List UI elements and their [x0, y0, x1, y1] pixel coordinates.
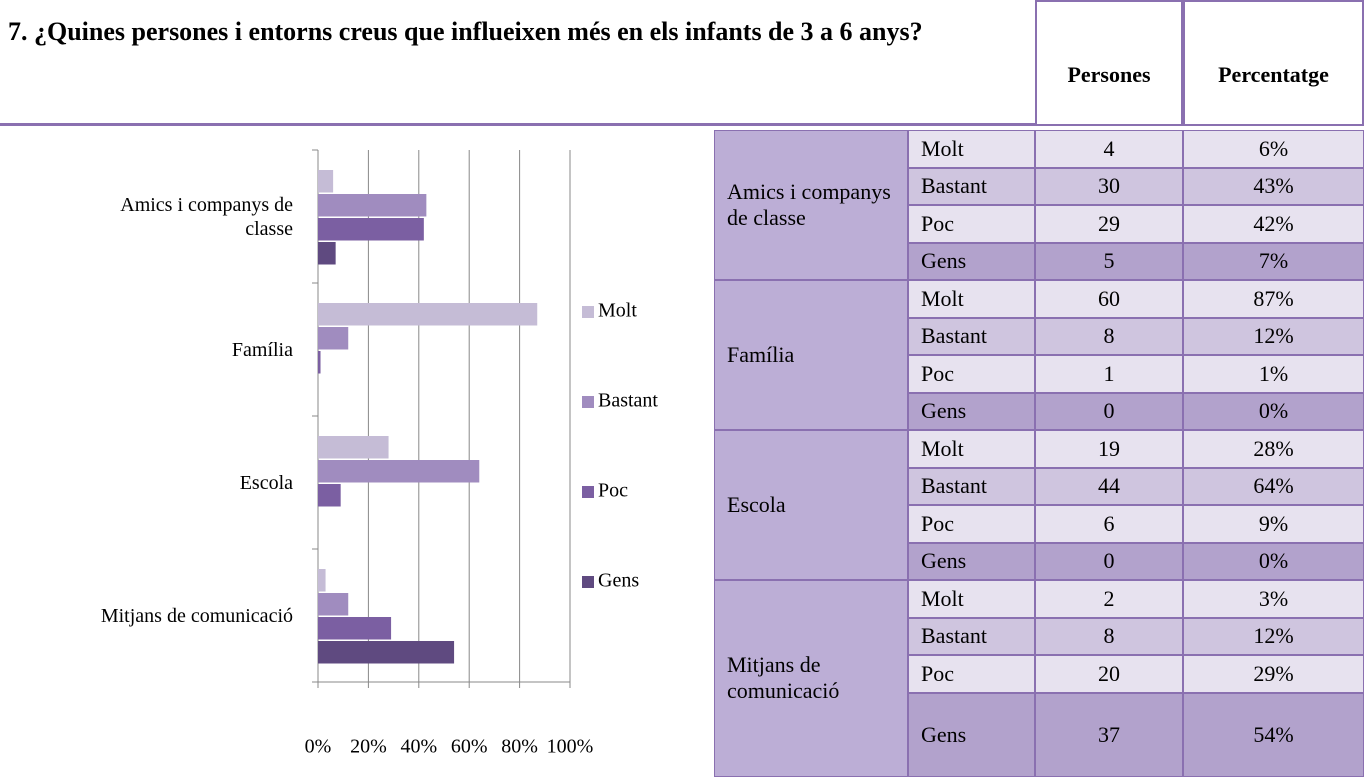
table-cell: 8 — [1035, 617, 1183, 655]
x-tick-label: 60% — [451, 736, 488, 758]
category-label: Família — [231, 338, 293, 361]
x-tick-label: 0% — [305, 736, 332, 758]
bar — [318, 460, 480, 483]
table-cell: 1% — [1183, 355, 1364, 393]
legend-label: Gens — [598, 570, 639, 592]
table-cell: 54% — [1183, 692, 1364, 777]
legend-swatch — [582, 486, 594, 498]
bar — [318, 484, 341, 507]
table-cell: 28% — [1183, 430, 1364, 468]
table-cell: 5 — [1035, 242, 1183, 280]
x-tick-label: 80% — [501, 736, 538, 758]
legend-swatch — [582, 396, 594, 408]
chart: 0% 20% 40% 60% 80% 100% Molt Bastant Poc Gens — [305, 149, 658, 758]
header-cell: Percentatge — [1183, 0, 1364, 126]
table-cell: Gens — [908, 392, 1035, 430]
table-cell: 64% — [1183, 467, 1364, 505]
x-tick-label: 100% — [547, 736, 594, 758]
table-cell: Molt — [908, 430, 1035, 468]
table-cell: 43% — [1183, 167, 1364, 205]
table-cell: Poc — [908, 205, 1035, 243]
table-cell: 1 — [1035, 355, 1183, 393]
table-cell: 4 — [1035, 130, 1183, 168]
legend-swatch — [582, 306, 594, 318]
table-cell: Gens — [908, 692, 1035, 777]
bar — [318, 593, 349, 616]
table-cell: Gens — [908, 542, 1035, 580]
table-cell: 19 — [1035, 430, 1183, 468]
table-cell: Gens — [908, 242, 1035, 280]
table-cell: 20 — [1035, 655, 1183, 693]
legend-label: Poc — [598, 480, 628, 502]
table-cell: Bastant — [908, 167, 1035, 205]
bar — [318, 327, 349, 350]
table-cell: 7% — [1183, 242, 1364, 280]
table-cell: 0 — [1035, 392, 1183, 430]
group-cell: Amics i companys de classe — [714, 130, 908, 280]
table-cell: 9% — [1183, 505, 1364, 543]
bar — [318, 641, 455, 664]
title: 7. ¿Quines persones i entorns creus que … — [8, 17, 923, 46]
table-cell: 60 — [1035, 280, 1183, 318]
legend-label: Bastant — [598, 390, 658, 412]
table-cell: 3% — [1183, 580, 1364, 618]
table-cell: 0% — [1183, 542, 1364, 580]
table-cell: Poc — [908, 505, 1035, 543]
table-cell: Molt — [908, 280, 1035, 318]
bar — [318, 194, 427, 217]
table-cell: 12% — [1183, 617, 1364, 655]
bar — [318, 218, 424, 241]
table-cell: Molt — [908, 580, 1035, 618]
bar — [318, 436, 389, 459]
table-cell: 6% — [1183, 130, 1364, 168]
title-rule — [0, 123, 1036, 126]
table-cell: 8 — [1035, 317, 1183, 355]
table-cell: Bastant — [908, 317, 1035, 355]
table-cell: 29 — [1035, 205, 1183, 243]
group-cell: Escola — [714, 430, 908, 580]
table-cell: 0% — [1183, 392, 1364, 430]
legend-label: Molt — [598, 300, 637, 322]
table-cell: 30 — [1035, 167, 1183, 205]
table-cell: 6 — [1035, 505, 1183, 543]
category-label: Amics i companys de classe — [120, 193, 293, 240]
bar — [318, 170, 334, 193]
table-cell: 0 — [1035, 542, 1183, 580]
table-cell: 87% — [1183, 280, 1364, 318]
table-cell: Bastant — [908, 617, 1035, 655]
table-cell: 42% — [1183, 205, 1364, 243]
bar — [318, 351, 321, 374]
table-cell: 44 — [1035, 467, 1183, 505]
table-cell: Molt — [908, 130, 1035, 168]
legend-swatch — [582, 576, 594, 588]
group-cell: Família — [714, 280, 908, 430]
category-label: Escola — [239, 471, 293, 494]
bar — [318, 303, 538, 326]
table-cell: 29% — [1183, 655, 1364, 693]
category-label: Mitjans de comunicació — [100, 604, 293, 627]
table-cell: Poc — [908, 655, 1035, 693]
table-cell: 2 — [1035, 580, 1183, 618]
table-cell: Bastant — [908, 467, 1035, 505]
bar — [318, 569, 326, 592]
bar — [318, 617, 392, 640]
x-tick-label: 20% — [350, 736, 387, 758]
table-cell: Poc — [908, 355, 1035, 393]
table-cell: 37 — [1035, 692, 1183, 777]
bar — [318, 242, 336, 265]
group-cell: Mitjans de comunicació — [714, 580, 908, 777]
x-tick-label: 40% — [400, 736, 437, 758]
table-cell: 12% — [1183, 317, 1364, 355]
header-cell: Persones — [1035, 0, 1183, 126]
